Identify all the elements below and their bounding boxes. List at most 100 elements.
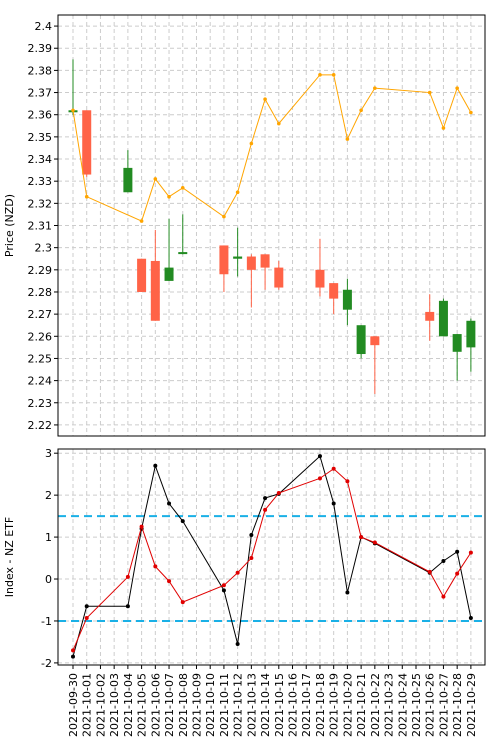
index-axis-label: Index - NZ ETF (3, 517, 16, 598)
x-tick-label: 2021-10-28 (451, 673, 464, 737)
y-tick-label: 2.23 (28, 397, 53, 410)
price-line-point (153, 177, 158, 181)
x-tick-label: 2021-10-10 (204, 673, 217, 737)
candle-body (246, 256, 256, 270)
index-series-point (468, 616, 473, 621)
index-series-point (180, 519, 185, 524)
index-series-point (153, 463, 158, 468)
candle-body (82, 110, 92, 175)
x-tick-label: 2021-10-11 (218, 673, 231, 737)
y-tick-label: 2.35 (28, 131, 53, 144)
y-tick-label: 2.26 (28, 330, 53, 343)
candle-body (452, 334, 462, 352)
price-line-point (373, 86, 377, 90)
price-line-point (71, 108, 75, 113)
x-tick-label: 2021-10-14 (259, 673, 272, 737)
price-line-point (139, 219, 144, 223)
candle-body (260, 254, 270, 268)
y-tick-label: 2.36 (28, 109, 53, 122)
index-series-point (427, 569, 432, 574)
x-tick-label: 2021-10-03 (108, 673, 121, 737)
x-tick-label: 2021-10-25 (410, 673, 423, 737)
index-series-point (125, 604, 130, 609)
index-series-point (455, 571, 460, 576)
y-tick-label: 2.32 (28, 197, 53, 210)
index-series-point (71, 654, 75, 659)
candle-body (425, 311, 435, 321)
y-tick-label: 2.28 (28, 286, 53, 299)
index-series-point (221, 588, 226, 593)
candle-body (438, 300, 448, 337)
x-tick-label: 2021-10-15 (273, 673, 286, 737)
candle-body (342, 289, 352, 310)
x-tick-label: 2021-10-22 (369, 673, 382, 737)
index-series-point (345, 479, 350, 484)
x-tick-label: 2021-10-24 (396, 673, 409, 737)
candle-body (150, 260, 160, 321)
index-series-point (276, 491, 281, 496)
index-series-point (71, 648, 75, 653)
index-series-point (139, 524, 144, 529)
x-tick-label: 2021-10-26 (424, 673, 437, 737)
y-tick-label: 1 (45, 531, 52, 544)
price-line-point (359, 108, 363, 113)
y-tick-label: 2 (45, 489, 52, 502)
price-line (72, 74, 472, 222)
index-series-point (153, 564, 158, 569)
index-series-point (235, 570, 240, 575)
y-tick-label: 2.31 (28, 220, 53, 233)
price-line-point (167, 194, 171, 199)
price-line-point (441, 126, 446, 130)
x-tick-label: 2021-10-12 (232, 673, 245, 737)
index-series-point (221, 583, 226, 588)
x-tick-label: 2021-10-20 (341, 673, 354, 737)
x-tick-label: 2021-10-23 (383, 673, 396, 737)
price-panel-frame (57, 14, 486, 437)
candle-body (219, 245, 229, 275)
index-series-point (249, 556, 254, 561)
y-tick-label: 3 (45, 447, 52, 460)
candle-body (164, 267, 174, 281)
index-series-point (372, 540, 377, 545)
y-tick-label: 2.22 (28, 419, 53, 432)
x-tick-label: 2021-10-19 (328, 673, 341, 737)
x-tick-label: 2021-10-29 (465, 673, 478, 737)
index-series-point (331, 466, 336, 471)
y-tick-label: 2.37 (28, 87, 53, 100)
candle-body (233, 256, 243, 259)
price-line-point (345, 137, 350, 141)
y-tick-label: 2.3 (35, 242, 53, 255)
price-panel: 2.22 2.23 2.24 2.25 2.26 2.27 2.28 2.29 2.3 2.31 2… (28, 14, 486, 437)
price-line-point (277, 121, 281, 126)
x-tick-label: 2021-10-08 (177, 673, 190, 737)
index-series-point (249, 532, 254, 537)
price-line-point (249, 141, 254, 146)
index-series-point (84, 604, 89, 609)
index-series-point (235, 642, 240, 647)
index-series-point (441, 594, 446, 599)
index-series-point (180, 600, 185, 605)
price-line-point (455, 86, 459, 90)
price-line-point (84, 194, 89, 199)
x-tick-label: 2021-10-01 (81, 673, 94, 737)
x-tick-label: 2021-10-07 (163, 673, 176, 737)
x-tick-label: 2021-10-21 (355, 673, 368, 737)
y-tick-label: 0 (45, 573, 52, 586)
index-series-point (317, 454, 322, 459)
candle-body (315, 269, 325, 288)
price-line-point (331, 73, 336, 77)
price-line-point (469, 110, 473, 115)
price-axis-label: Price (NZD) (3, 194, 16, 257)
candle-body (370, 336, 380, 346)
index-series-point (441, 558, 446, 563)
price-line-point (427, 90, 432, 95)
index-series-point (84, 616, 89, 621)
x-tick-label: 2021-10-04 (122, 673, 135, 737)
y-tick-label: 2.33 (28, 175, 53, 188)
price-line-point (235, 190, 240, 195)
index-series-point (263, 496, 268, 501)
index-series-point (263, 507, 268, 512)
y-tick-label: 2.34 (28, 153, 53, 166)
price-line-point (222, 214, 226, 219)
